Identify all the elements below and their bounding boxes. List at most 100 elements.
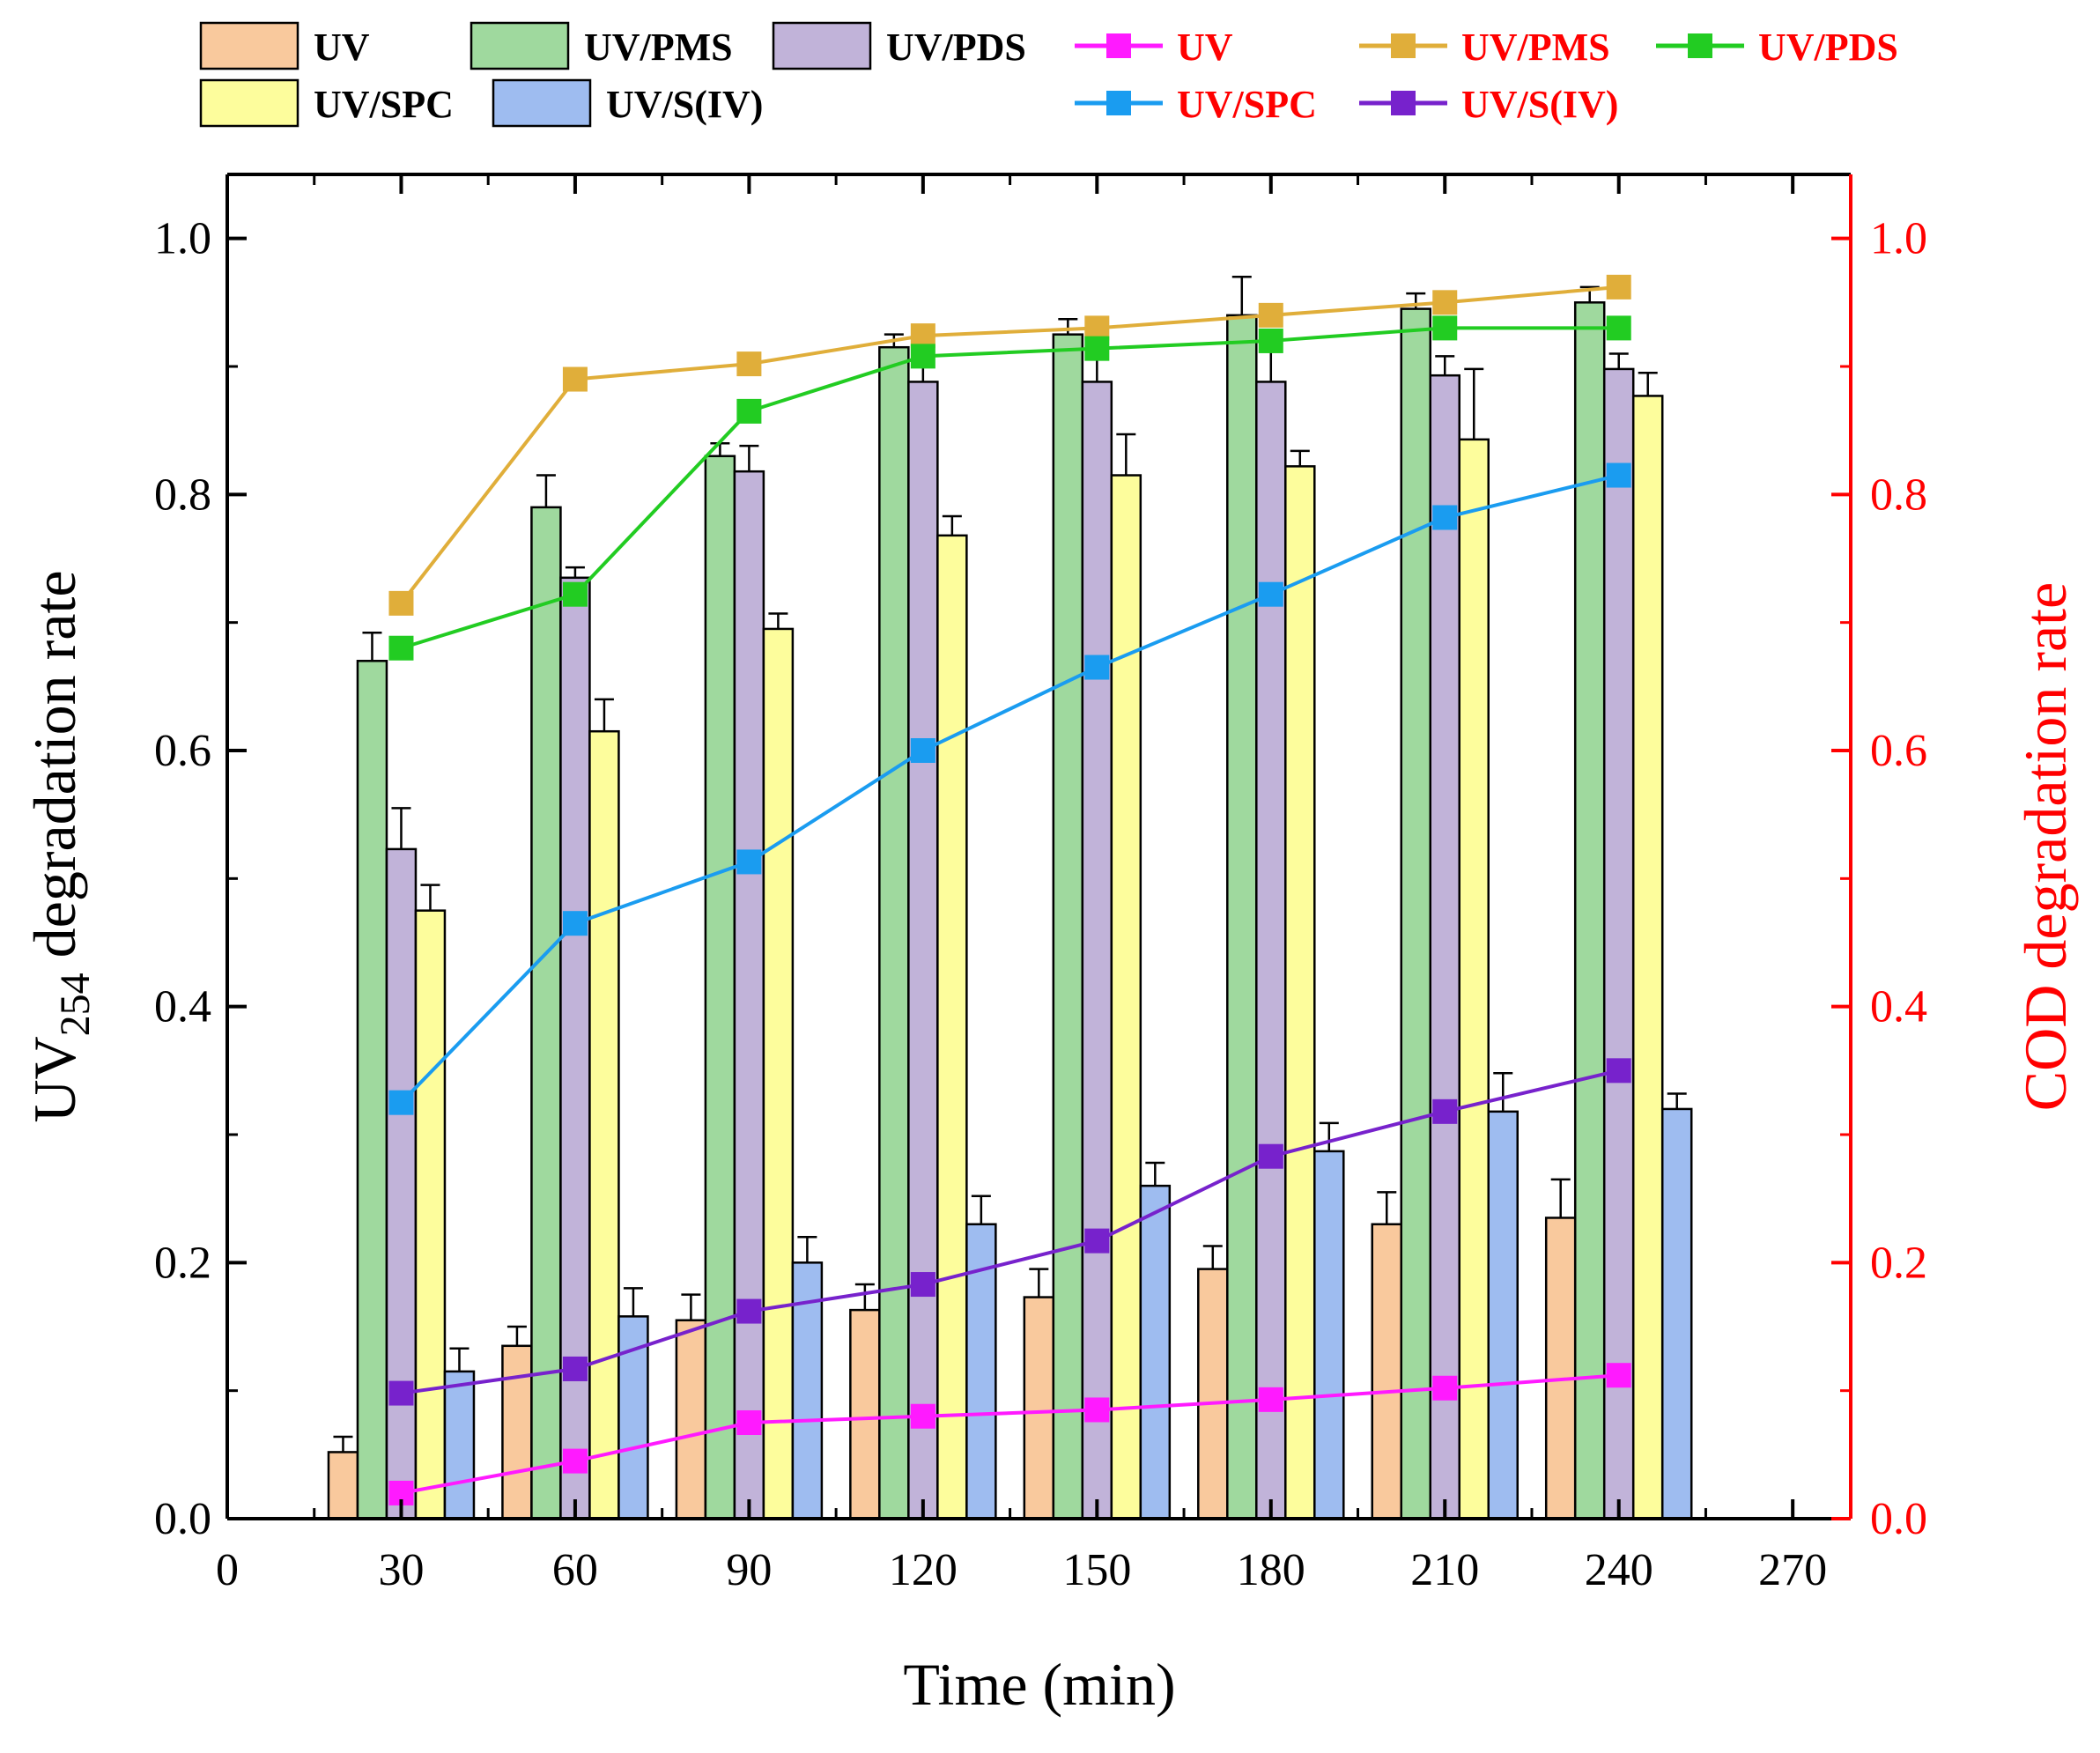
bar-uv-pds-90: [733, 470, 765, 1520]
point-uv-s-iv-90: [736, 1298, 762, 1324]
error-bars-layer: [333, 276, 1687, 1453]
x-tick-label: 270: [1758, 1545, 1827, 1595]
legend-line-marker-uv-spc: [1106, 91, 1131, 115]
bar-uv-90: [675, 1319, 707, 1520]
bar-uv-30: [327, 1451, 359, 1520]
bar-uv-pds-30: [385, 847, 418, 1520]
bar-uv-spc-120: [936, 534, 968, 1520]
y-right-tick-label: 0.6: [1870, 726, 1927, 776]
point-uv-s-iv-60: [562, 1356, 588, 1381]
bar-uv-s-iv-150: [1139, 1184, 1172, 1520]
x-tick-label: 30: [378, 1545, 424, 1595]
y-right-axis-title: COD degradation rate: [2012, 582, 2079, 1111]
point-uv-pds-150: [1084, 336, 1110, 361]
bar-uv-pms-150: [1052, 333, 1084, 1520]
point-uv-s-iv-150: [1084, 1228, 1110, 1254]
bar-uv-pds-150: [1081, 381, 1113, 1520]
legend-line-label-uv-pds: UV/PDS: [1758, 26, 1898, 69]
point-uv-pms-60: [562, 366, 588, 392]
point-uv-spc-210: [1432, 505, 1458, 530]
point-uv-pms-240: [1606, 274, 1631, 300]
bar-uv-spc-240: [1631, 395, 1664, 1520]
bar-uv-pds-240: [1602, 367, 1635, 1520]
line-uv-spc: [400, 473, 1620, 1105]
point-uv-pds-30: [388, 635, 414, 661]
line-uv-pds: [400, 326, 1619, 650]
y-left-ticks: 0.0 0.2 0.4 0.6 0.8 1.0: [154, 214, 247, 1544]
point-uv-pms-30: [388, 590, 414, 616]
y-left-tick-label: 0.4: [154, 982, 211, 1032]
bar-uv-spc-150: [1110, 474, 1142, 1520]
y-left-tick-label: 1.0: [154, 214, 211, 264]
y-left-tick-label: 0.6: [154, 726, 211, 776]
y-right-tick-label: 0.4: [1870, 982, 1927, 1032]
point-uv-pms-90: [736, 351, 762, 377]
point-uv-pds-240: [1606, 315, 1631, 341]
x-tick-label: 60: [552, 1545, 598, 1595]
bar-uv-180: [1197, 1268, 1229, 1520]
legend-line-marker-uv-pms: [1391, 33, 1416, 58]
x-tick-label: 180: [1237, 1545, 1305, 1595]
legend-line-marker-uv: [1106, 33, 1131, 58]
y-left-axis-title: UV254 degradation rate: [21, 570, 99, 1122]
point-uv-s-iv-210: [1432, 1098, 1458, 1124]
bar-uv-120: [849, 1308, 881, 1520]
line-uv-pms: [399, 285, 1619, 605]
point-uv-spc-150: [1084, 655, 1110, 680]
point-uv-spc-60: [562, 911, 588, 936]
legend-bar-label-uv-pms: UV/PMS: [584, 26, 733, 69]
y-left-tick-label: 0.8: [154, 470, 211, 520]
point-uv-150: [1084, 1397, 1110, 1423]
x-axis-title: Time (min): [903, 1651, 1175, 1718]
y-right-ticks: 0.0 0.2 0.4 0.6 0.8 1.0: [1831, 214, 1927, 1544]
point-uv-pds-60: [562, 581, 588, 607]
bars-layer: [327, 301, 1693, 1520]
legend-bar-swatch-uv: [199, 21, 299, 70]
point-uv-spc-120: [910, 738, 935, 763]
legend-bar-label-uv-spc: UV/SPC: [314, 83, 454, 126]
x-tick-label: 0: [216, 1545, 239, 1595]
point-uv-s-iv-180: [1258, 1143, 1283, 1169]
bar-uv-s-iv-210: [1487, 1110, 1519, 1520]
point-uv-spc-240: [1606, 462, 1631, 488]
y-left-tick-label: 0.2: [154, 1238, 211, 1288]
bar-uv-pms-180: [1226, 314, 1258, 1520]
point-uv-spc-180: [1258, 581, 1283, 607]
point-uv-60: [562, 1448, 588, 1474]
legend-bar-swatch-uv-pds: [772, 21, 872, 70]
legend-bar-swatch-uv-spc: [199, 78, 299, 128]
line-uv-s-iv: [401, 1069, 1620, 1395]
y-left-title-rest: degradation rate: [21, 570, 88, 973]
point-uv-90: [736, 1410, 762, 1435]
point-uv-s-iv-120: [910, 1272, 935, 1298]
point-uv-pds-180: [1258, 328, 1283, 353]
markers-layer: [388, 274, 1631, 1505]
legend-bar-label-uv: UV: [314, 26, 370, 69]
x-tick-label: 210: [1410, 1545, 1479, 1595]
bar-uv-s-iv-30: [443, 1370, 476, 1520]
bar-uv-pds-210: [1429, 374, 1460, 1520]
point-uv-pms-210: [1432, 290, 1458, 315]
bar-uv-spc-30: [414, 909, 447, 1520]
point-uv-pms-180: [1258, 302, 1283, 328]
legend-bar-label-uv-pds: UV/PDS: [886, 26, 1026, 69]
y-left-title-main: UV: [21, 1036, 88, 1122]
bar-uv-spc-60: [588, 729, 620, 1520]
bar-uv-pds-120: [907, 381, 939, 1520]
y-right-tick-label: 0.8: [1870, 470, 1927, 520]
x-tick-label: 150: [1062, 1545, 1131, 1595]
point-uv-240: [1606, 1363, 1631, 1388]
bar-uv-spc-90: [762, 627, 795, 1520]
x-tick-label: 120: [889, 1545, 958, 1595]
point-uv-s-iv-240: [1606, 1058, 1631, 1084]
legend-bar-label-uv-s-iv: UV/S(IV): [606, 83, 763, 126]
y-right-tick-label: 0.0: [1870, 1494, 1927, 1544]
bar-uv-150: [1023, 1296, 1055, 1520]
point-uv-s-iv-30: [388, 1380, 414, 1406]
bar-uv-spc-210: [1458, 438, 1490, 1520]
bar-uv-pds-180: [1255, 381, 1287, 1520]
y-left-tick-label: 0.0: [154, 1494, 211, 1544]
bar-uv-210: [1371, 1223, 1402, 1520]
bar-uv-pms-60: [530, 506, 562, 1520]
